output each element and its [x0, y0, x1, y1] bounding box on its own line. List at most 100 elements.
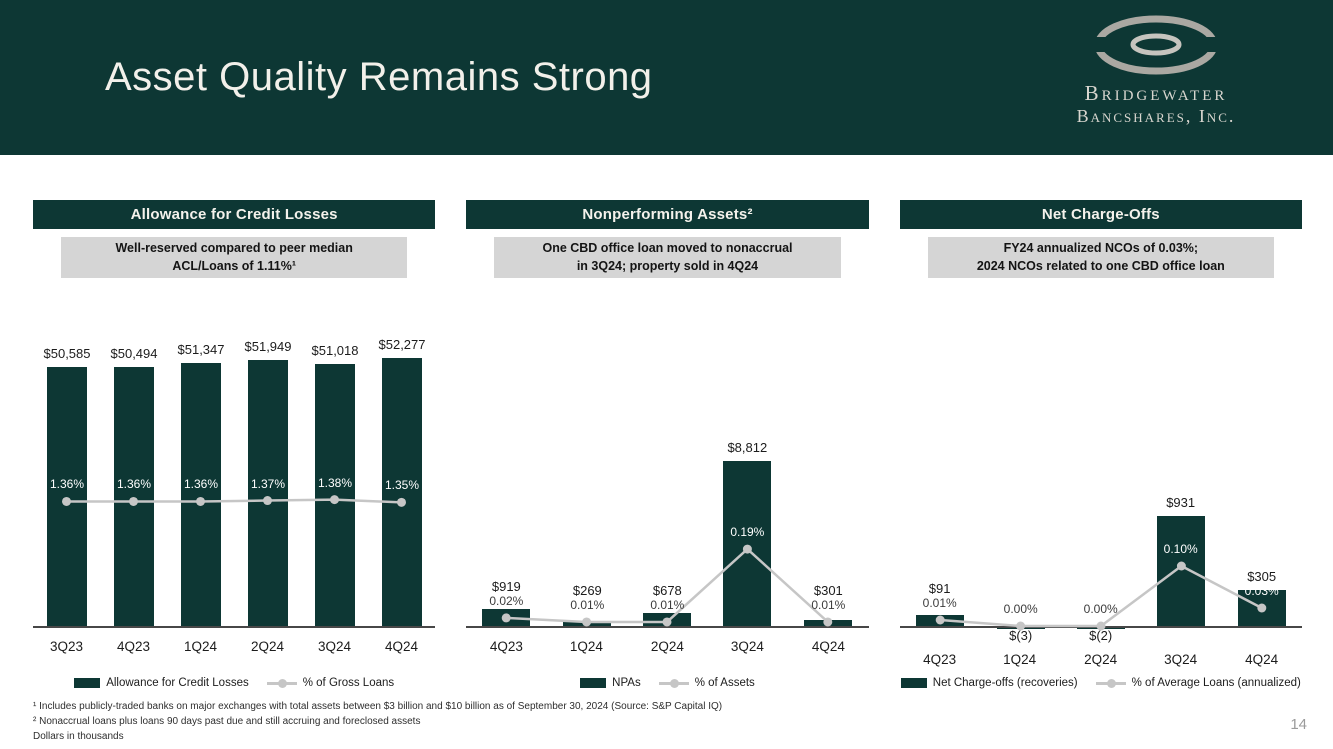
- bar-value-label: $678: [652, 583, 682, 598]
- bar: [1156, 516, 1205, 626]
- subtitle-line: One CBD office loan moved to nonaccrual: [542, 241, 793, 255]
- pct-value-label: 1.36%: [116, 477, 152, 491]
- pct-value-label: 0.01%: [570, 598, 605, 612]
- bar-swatch-icon: [580, 678, 607, 688]
- bar: [248, 360, 288, 626]
- chart-legend: NPAs % of Assets: [466, 677, 868, 689]
- bar-value-label: $301: [813, 583, 843, 598]
- company-logo: Bridgewater Bancshares, Inc.: [1031, 14, 1281, 127]
- page-number: 14: [1290, 716, 1307, 733]
- legend-label: % of Gross Loans: [302, 677, 395, 689]
- chart-panel-ncos: Net Charge-Offs FY24 annualized NCOs of …: [899, 200, 1302, 689]
- charts-row: Allowance for Credit Losses Well-reserve…: [33, 200, 1302, 689]
- subtitle-line: 2024 NCOs related to one CBD office loan: [976, 258, 1225, 273]
- chart-plot: 4Q23 1Q24 2Q24 3Q24 4Q24 $919 0.02% $269 0.01% $6…: [466, 278, 869, 673]
- subtitle-line: Well-reserved compared to peer median: [115, 241, 353, 255]
- logo-text-line1: Bridgewater: [1084, 81, 1228, 105]
- line-marker: [823, 617, 833, 627]
- bridgewater-logo-icon: [1090, 15, 1222, 75]
- line-marker: [196, 496, 205, 506]
- x-axis-label: 2Q24: [250, 639, 285, 654]
- slide-title: Asset Quality Remains Strong: [105, 55, 653, 99]
- chart-legend: Net Charge-offs (recoveries) % of Averag…: [900, 677, 1302, 689]
- trend-line: [935, 561, 1266, 631]
- line-marker: [743, 544, 753, 554]
- line-marker: [1096, 621, 1106, 631]
- x-axis-line: [466, 626, 869, 628]
- trend-line: [62, 495, 406, 507]
- line-swatch-icon: [658, 678, 689, 688]
- bar-value-label: $(2): [1089, 628, 1113, 643]
- line-marker: [129, 496, 138, 506]
- line-marker: [62, 496, 71, 506]
- x-axis-line: [33, 626, 436, 628]
- x-axis-label: 3Q24: [1164, 652, 1198, 667]
- line-marker: [397, 497, 406, 507]
- legend-label: Net Charge-offs (recoveries): [932, 677, 1078, 689]
- bar-value-label: $51,018: [311, 343, 359, 358]
- line-marker: [662, 617, 672, 627]
- x-axis-label: 1Q24: [569, 639, 603, 654]
- legend-item-line: % of Gross Loans: [266, 677, 395, 689]
- bar-value-label: $919: [491, 579, 521, 594]
- pct-value-label: 0.02%: [489, 594, 524, 608]
- line-marker: [935, 615, 945, 625]
- pct-value-label: 0.10%: [1163, 542, 1198, 556]
- pct-value-label: 1.36%: [183, 477, 219, 491]
- bar: [315, 364, 355, 626]
- line-marker: [1176, 561, 1186, 571]
- x-axis-label: 4Q23: [923, 652, 957, 667]
- legend-label: Allowance for Credit Losses: [106, 677, 249, 689]
- line-marker: [330, 495, 339, 505]
- bar-swatch-icon: [74, 678, 101, 688]
- legend-label: % of Assets: [694, 677, 755, 689]
- chart-legend: Allowance for Credit Losses % of Gross L…: [33, 677, 435, 689]
- pct-value-label: 0.01%: [922, 596, 957, 610]
- pct-value-label: 0.00%: [1003, 602, 1038, 616]
- bar-value-label: $8,812: [727, 440, 768, 455]
- legend-label: % of Average Loans (annualized): [1131, 677, 1301, 689]
- line-marker: [1015, 621, 1025, 631]
- x-axis-label: 1Q24: [183, 639, 218, 654]
- chart-subtitle: One CBD office loan moved to nonaccrual …: [494, 237, 841, 278]
- pct-value-label: 1.35%: [384, 478, 420, 492]
- chart-subtitle: FY24 annualized NCOs of 0.03%; 2024 NCOs…: [927, 237, 1274, 278]
- x-axis-label: 4Q24: [384, 639, 419, 654]
- line-swatch-icon: [1095, 678, 1126, 688]
- footnote-1: ¹ Includes publicly-traded banks on majo…: [33, 701, 723, 712]
- legend-item-line: % of Average Loans (annualized): [1095, 677, 1301, 689]
- x-axis-label: 4Q24: [811, 639, 845, 654]
- chart-subtitle: Well-reserved compared to peer median AC…: [61, 237, 408, 278]
- bar-value-label: $305: [1247, 569, 1277, 584]
- x-axis-label: 2Q24: [1084, 652, 1118, 667]
- legend-item-bars: Net Charge-offs (recoveries): [900, 677, 1078, 689]
- bar: [382, 358, 422, 626]
- line-marker: [1256, 603, 1266, 613]
- footnote-2: ² Nonaccrual loans plus loans 90 days pa…: [33, 716, 421, 727]
- bar-swatch-icon: [900, 678, 927, 688]
- bar-value-label: $51,347: [177, 342, 225, 357]
- bar-value-label: $269: [572, 583, 602, 598]
- bar-value-label: $52,277: [378, 337, 426, 352]
- line-marker: [263, 496, 272, 506]
- subtitle-line: in 3Q24; property sold in 4Q24: [576, 258, 759, 273]
- chart-plot: 4Q23 1Q24 2Q24 3Q24 4Q24 $91 0.01% $(3) 0.00% $(2…: [899, 278, 1302, 673]
- chart-plot: 3Q23 4Q23 1Q24 2Q24 3Q24 4Q24 $50,585 1.36% $50,…: [33, 278, 436, 673]
- bar: [723, 461, 772, 626]
- chart-title-bar: Net Charge-Offs: [899, 200, 1302, 229]
- pct-value-label: 0.00%: [1083, 602, 1118, 616]
- x-axis-label: 4Q23: [489, 639, 523, 654]
- legend-item-bars: NPAs: [580, 677, 641, 689]
- x-axis-label: 2Q24: [650, 639, 684, 654]
- x-axis-label: 1Q24: [1003, 652, 1037, 667]
- bar-value-label: $50,585: [43, 346, 91, 361]
- legend-item-bars: Allowance for Credit Losses: [74, 677, 249, 689]
- logo-text-line2: Bancshares, Inc.: [1076, 106, 1236, 126]
- pct-value-label: 1.36%: [49, 477, 85, 491]
- chart-panel-npas: Nonperforming Assets² One CBD office loa…: [466, 200, 869, 689]
- x-axis-label: 3Q23: [49, 639, 84, 654]
- legend-label: NPAs: [612, 677, 641, 689]
- bar-value-label: $51,949: [244, 339, 292, 354]
- subtitle-line: ACL/Loans of 1.11%¹: [172, 258, 296, 273]
